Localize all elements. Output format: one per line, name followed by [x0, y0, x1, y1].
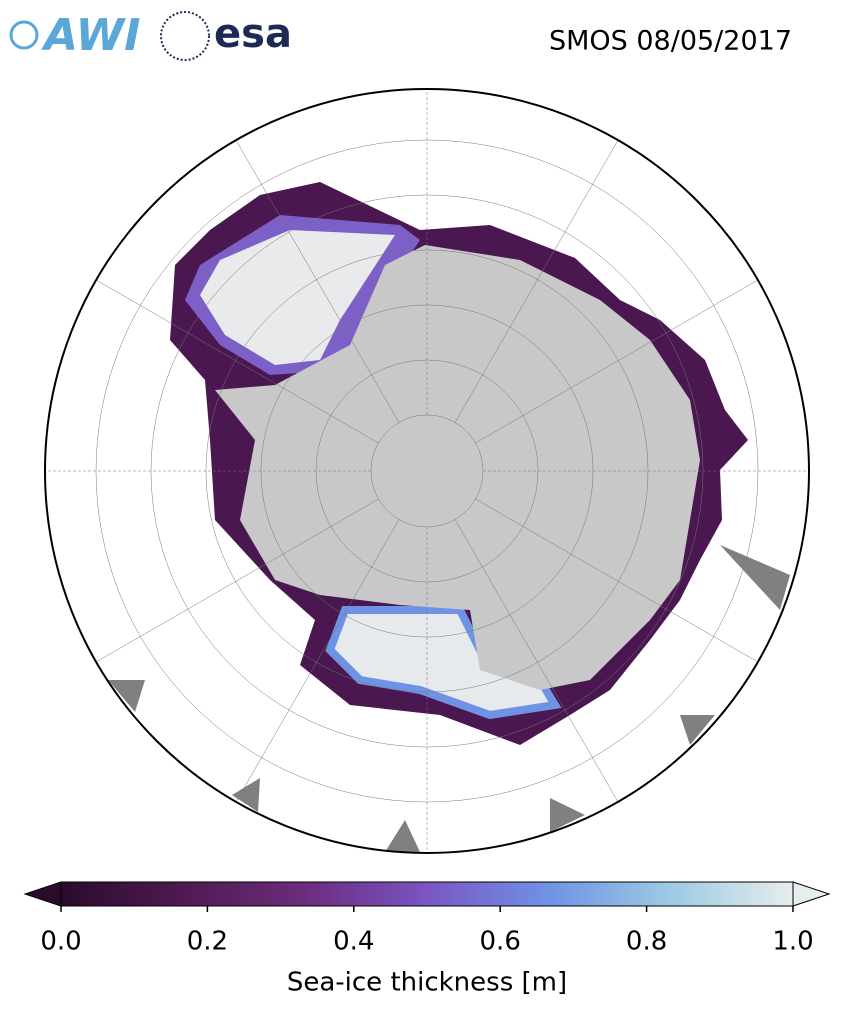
colorbar-tick-label: 0.6	[480, 927, 521, 957]
meridian	[96, 279, 379, 444]
map-frame	[44, 88, 810, 854]
meridian	[454, 140, 619, 423]
esa-logo: esa	[160, 11, 292, 61]
map	[45, 89, 809, 853]
colorbar-label: Sea-ice thickness [m]	[287, 968, 567, 998]
meridian	[475, 498, 758, 663]
colorbar: 0.0 0.2 0.4 0.6 0.8 1.0	[23, 881, 831, 957]
colorbar-tick-label: 0.8	[626, 927, 667, 957]
colorbar-tick-label: 0.4	[333, 927, 374, 957]
antarctica	[215, 245, 700, 690]
title: SMOS 08/05/2017	[549, 26, 792, 57]
colorbar-extend-high	[792, 881, 831, 907]
colorbar-tick-label: 1.0	[772, 927, 813, 957]
sea-ice-ross	[325, 606, 562, 720]
logo-text: AWI	[41, 10, 141, 61]
awi-logo: AWI	[9, 10, 141, 61]
sea-ice-weddell	[200, 230, 395, 365]
logo-text: esa	[214, 11, 292, 57]
meridian	[475, 279, 758, 444]
meridian	[96, 498, 379, 663]
graticule	[45, 89, 809, 853]
colorbar-gradient	[60, 881, 794, 907]
meridian	[235, 140, 400, 423]
colorbar-tick-label: 0.2	[187, 927, 228, 957]
colorbar-extend-low	[23, 881, 62, 907]
meridian	[235, 519, 400, 802]
colorbar-tick-label: 0.0	[40, 927, 81, 957]
meridian	[454, 519, 619, 802]
